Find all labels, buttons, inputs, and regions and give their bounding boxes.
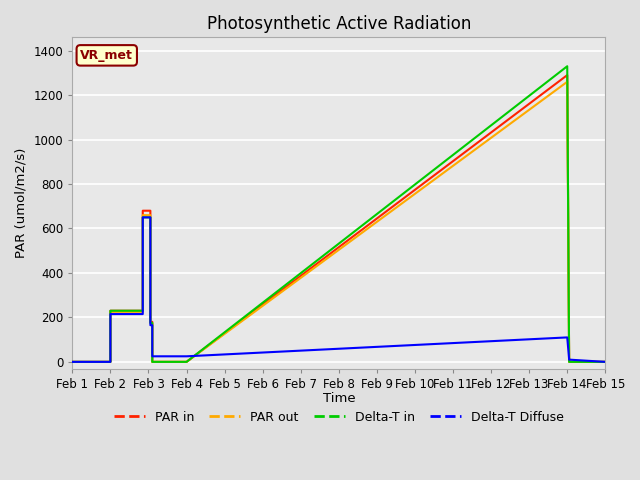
Text: VR_met: VR_met xyxy=(81,49,133,62)
Legend: PAR in, PAR out, Delta-T in, Delta-T Diffuse: PAR in, PAR out, Delta-T in, Delta-T Dif… xyxy=(109,406,569,429)
Title: Photosynthetic Active Radiation: Photosynthetic Active Radiation xyxy=(207,15,471,33)
Y-axis label: PAR (umol/m2/s): PAR (umol/m2/s) xyxy=(15,148,28,258)
X-axis label: Time: Time xyxy=(323,392,355,405)
